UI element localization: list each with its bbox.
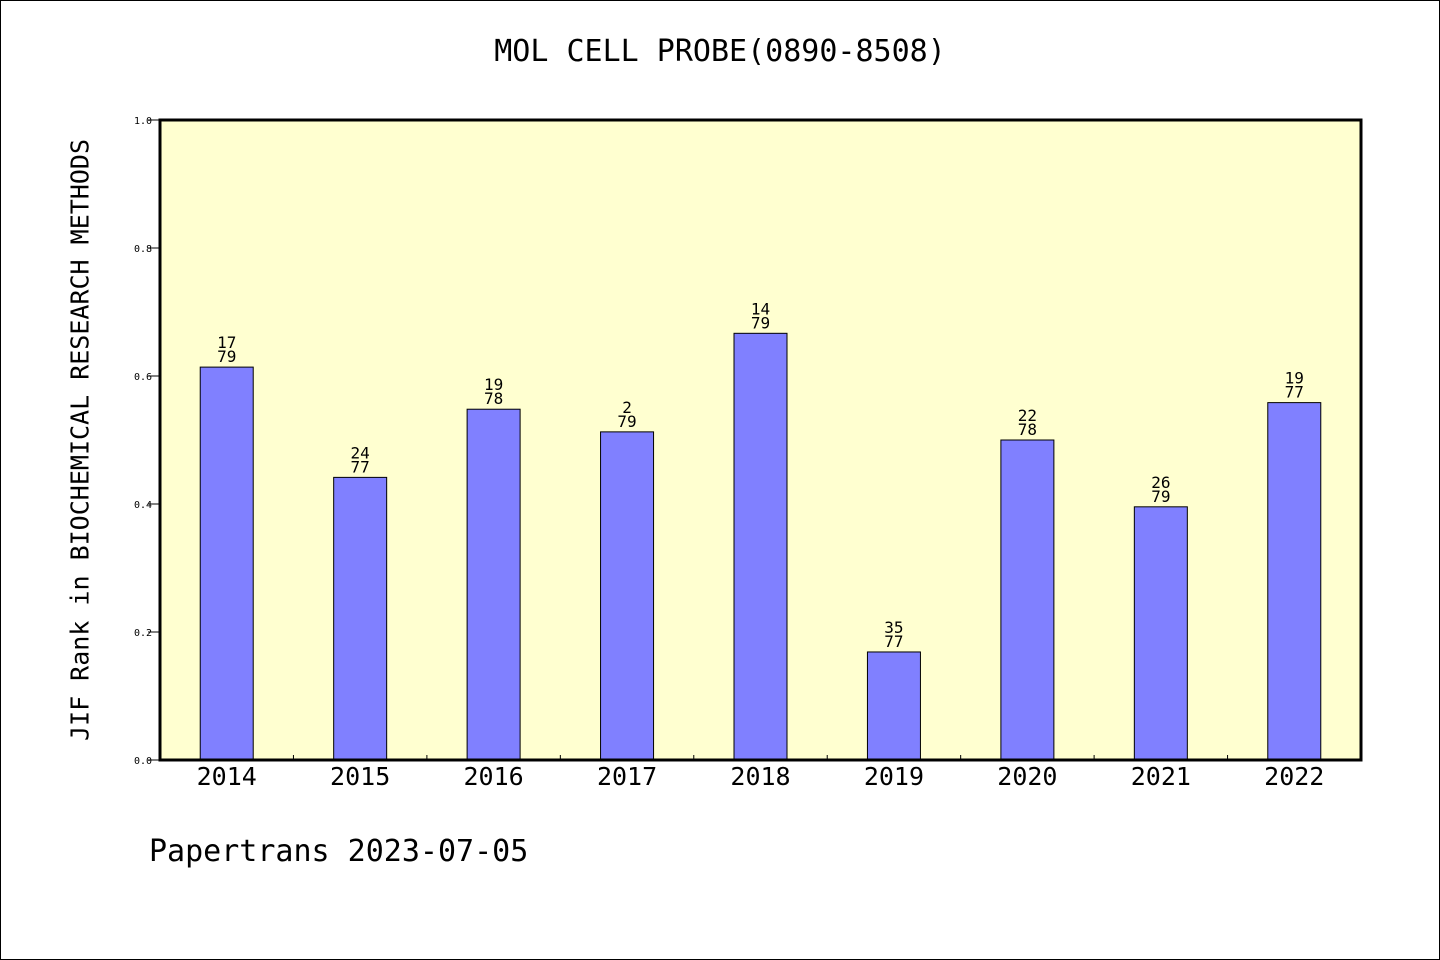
bar [199,366,254,761]
bar [733,332,788,761]
bars [199,332,1322,761]
bar [466,408,521,761]
x-axis: 2014 2015 2016 2017 2018 2019 2020 2021 2022 [197,755,1324,791]
bar-label-total: 79 [217,347,236,366]
y-tick-label: 0.0 [134,756,152,767]
x-tick-label: 2017 [597,762,657,791]
y-tick-label: 0.2 [134,628,152,639]
y-tick-label: 0.4 [134,500,152,511]
plot-border [158,118,1363,762]
bar-label-total: 79 [1151,487,1170,506]
bar-label-total: 78 [1018,420,1037,439]
bar-label-total: 77 [884,632,903,651]
bar-label-total: 78 [484,389,503,408]
bar-label-total: 77 [351,457,370,476]
y-axis: 0.0 0.2 0.4 0.6 0.8 1.0 [134,116,160,767]
bar-label-rank: 24 [351,443,370,462]
y-tick-label: 1.0 [134,116,152,127]
bar-label-rank: 26 [1151,473,1170,492]
bar [1267,402,1322,761]
bar-label-rank: 35 [884,618,903,637]
bar [866,651,921,761]
bar-label-rank: 19 [1285,369,1304,388]
bar-label-rank: 17 [217,333,236,352]
footer-credit: Papertrans 2023-07-05 [149,834,529,869]
chart-title: MOL CELL PROBE(0890-8508) [494,34,946,69]
bar-label-rank: 14 [751,299,770,318]
bar-label-total: 79 [751,313,770,332]
y-tick-label: 0.8 [134,244,152,255]
x-tick-label: 2021 [1131,762,1191,791]
x-tick-label: 2018 [730,762,790,791]
bar-label-total: 79 [617,412,636,431]
x-tick-label: 2014 [197,762,257,791]
bar-label-rank: 22 [1018,406,1037,425]
bar [1133,506,1188,761]
bar-label-rank: 2 [622,398,632,417]
y-tick-label: 0.6 [134,372,152,383]
x-tick-label: 2020 [997,762,1057,791]
x-tick-label: 2022 [1264,762,1324,791]
x-tick-label: 2015 [330,762,390,791]
bar [1000,439,1055,761]
bar-label-rank: 19 [484,375,503,394]
x-tick-label: 2016 [464,762,524,791]
x-tick-label: 2019 [864,762,924,791]
bar-label-total: 77 [1285,383,1304,402]
bar [600,431,655,761]
bar [333,476,388,761]
